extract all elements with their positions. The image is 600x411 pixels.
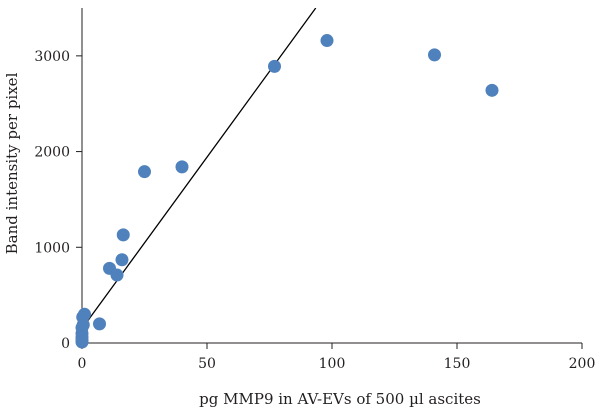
data-points (75, 34, 499, 349)
data-point (110, 268, 124, 282)
x-tick-label: 200 (569, 356, 596, 372)
x-tick-label: 0 (78, 356, 87, 372)
x-tick-label: 50 (198, 356, 216, 372)
data-point (268, 59, 281, 73)
data-point (78, 307, 91, 321)
x-tick-label: 100 (319, 356, 346, 372)
data-point (115, 253, 129, 267)
data-point (485, 83, 499, 97)
y-tick-label: 0 (61, 336, 70, 352)
data-point (175, 160, 189, 174)
data-point (428, 48, 441, 62)
y-tick-label: 3000 (34, 49, 70, 65)
x-tick-label: 150 (444, 356, 471, 372)
y-tick-label: 1000 (34, 240, 70, 256)
data-point (138, 165, 151, 179)
data-point (320, 34, 334, 48)
data-point (93, 317, 106, 331)
axes (76, 8, 583, 349)
y-axis-title: Band intensity per pixel (3, 72, 21, 254)
x-axis-title: pg MMP9 in AV-EVs of 500 µl ascites (199, 390, 481, 408)
data-point (116, 228, 130, 242)
y-tick-label: 2000 (34, 145, 70, 161)
